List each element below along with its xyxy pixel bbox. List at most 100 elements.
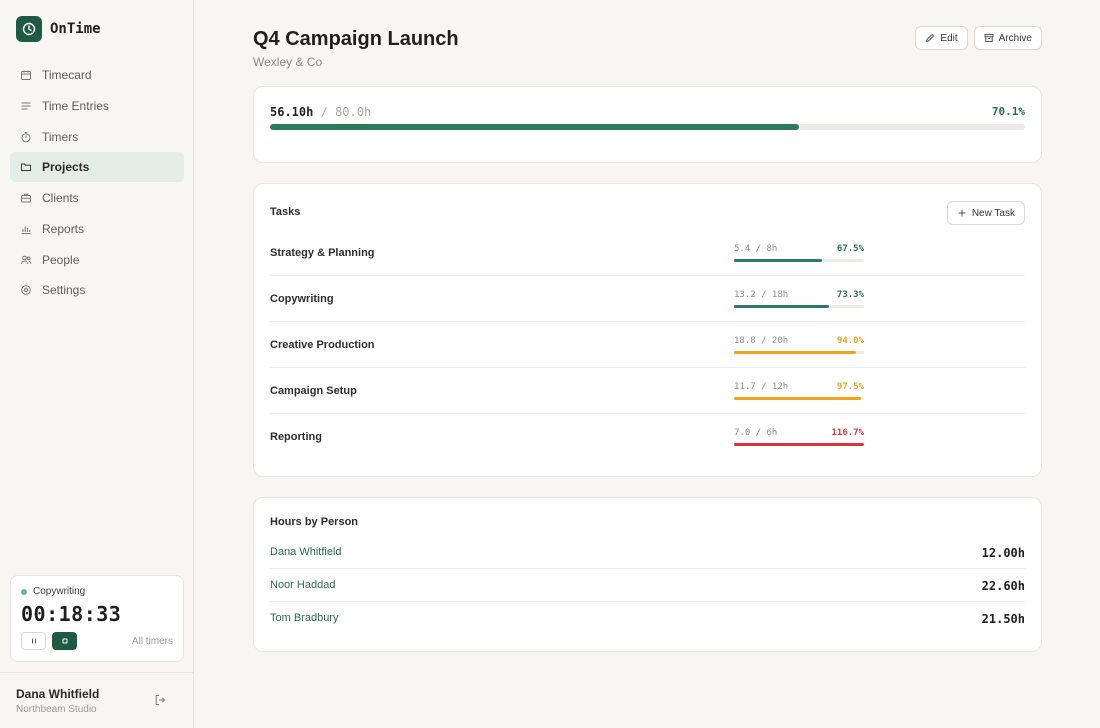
person-hours: 22.60h <box>981 579 1025 593</box>
task-progress-bar <box>734 305 864 308</box>
budget-progress-card: 56.10h / 80.0h 70.1% <box>253 86 1042 163</box>
sidebar-item-label: Reports <box>42 221 85 236</box>
budget-hours: 80.0h <box>335 105 372 119</box>
sidebar-nav: Timecard Time Entries Timers Projects Cl… <box>10 60 184 306</box>
person-row: Dana Whitfield 12.00h <box>270 536 1025 569</box>
all-timers-link[interactable]: All timers <box>131 635 173 647</box>
task-progress-fill <box>734 351 857 354</box>
task-hours: 7.0 / 6h <box>734 428 778 438</box>
budget-percent: 70.1% <box>991 105 1025 118</box>
task-hours: 18.8 / 20h <box>734 336 789 346</box>
person-hours: 21.50h <box>981 612 1025 626</box>
sidebar-item-timers[interactable]: Timers <box>10 122 184 152</box>
folder-icon <box>21 163 31 172</box>
budget-values: 56.10h / 80.0h <box>270 105 371 119</box>
task-hours: 11.7 / 12h <box>734 382 789 392</box>
person-hours: 12.00h <box>981 546 1025 560</box>
sidebar-item-settings[interactable]: Settings <box>10 275 184 305</box>
archive-icon <box>984 34 994 42</box>
task-progress-bar <box>734 443 864 446</box>
timer-controls: All timers <box>21 632 173 650</box>
brand[interactable]: OnTime <box>16 16 101 42</box>
sidebar-item-projects[interactable]: Projects <box>10 152 184 183</box>
task-percent: 116.7% <box>831 428 864 438</box>
sidebar-item-label: People <box>42 252 80 267</box>
archive-label: Archive <box>998 32 1032 44</box>
edit-label: Edit <box>940 32 958 44</box>
task-name: Campaign Setup <box>270 385 357 397</box>
sidebar-item-label: Timecard <box>42 68 92 82</box>
pause-button[interactable] <box>21 632 46 650</box>
running-indicator <box>21 588 27 595</box>
sidebar-item-people[interactable]: People <box>10 245 184 275</box>
page-title: Q4 Campaign Launch <box>253 28 459 50</box>
sidebar-item-label: Timers <box>42 129 79 144</box>
task-row[interactable]: Campaign Setup 11.7 / 12h 97.5% <box>270 368 1025 414</box>
timer-task: Copywriting <box>21 586 173 597</box>
page-actions: Edit Archive <box>915 26 1042 50</box>
timer-task-label: Copywriting <box>33 586 86 597</box>
task-percent: 94.0% <box>836 336 864 346</box>
task-name: Creative Production <box>270 339 375 351</box>
gear-icon <box>21 285 31 296</box>
task-name: Reporting <box>270 431 322 443</box>
task-progress-fill <box>734 259 822 262</box>
user-profile: Dana Whitfield Northbeam Studio <box>0 672 194 728</box>
separator: / <box>320 105 328 119</box>
task-progress-fill <box>734 305 830 308</box>
calendar-icon <box>21 70 31 80</box>
budget-progress-bar <box>270 124 1025 130</box>
new-task-label: New Task <box>971 207 1015 219</box>
logout-button[interactable] <box>154 693 166 711</box>
task-percent: 67.5% <box>836 244 864 254</box>
logout-icon <box>155 695 166 705</box>
person-name-link[interactable]: Noor Haddad <box>270 579 336 591</box>
clock-icon <box>16 16 42 42</box>
task-hours: 5.4 / 8h <box>734 244 778 254</box>
task-percent: 97.5% <box>836 382 864 392</box>
task-name: Strategy & Planning <box>270 247 375 259</box>
stop-icon <box>62 638 67 644</box>
edit-button[interactable]: Edit <box>915 26 968 50</box>
sidebar-item-time-entries[interactable]: Time Entries <box>10 91 184 121</box>
user-org: Northbeam Studio <box>16 704 97 715</box>
tasks-title: Tasks <box>270 206 301 218</box>
briefcase-icon <box>21 193 31 203</box>
sidebar-item-label: Time Entries <box>42 98 109 113</box>
task-progress-fill <box>734 443 864 446</box>
new-task-button[interactable]: New Task <box>946 201 1025 225</box>
task-progress-fill <box>734 397 861 400</box>
person-name-link[interactable]: Tom Bradbury <box>270 612 339 624</box>
task-progress-bar <box>734 259 864 262</box>
stop-button[interactable] <box>52 632 77 650</box>
pause-icon <box>31 638 36 644</box>
sidebar-item-label: Projects <box>42 160 90 175</box>
task-percent: 73.3% <box>836 290 864 300</box>
task-row[interactable]: Creative Production 18.8 / 20h 94.0% <box>270 322 1025 368</box>
archive-button[interactable]: Archive <box>973 26 1042 50</box>
task-row[interactable]: Copywriting 13.2 / 18h 73.3% <box>270 276 1025 322</box>
main-content: Q4 Campaign Launch Wexley & Co Edit Arch… <box>195 0 1100 728</box>
logged-hours: 56.10h <box>270 105 314 119</box>
sidebar-item-reports[interactable]: Reports <box>10 214 184 244</box>
people-list: Dana Whitfield 12.00h Noor Haddad 22.60h… <box>270 536 1025 635</box>
users-icon <box>21 255 32 264</box>
task-row[interactable]: Reporting 7.0 / 6h 116.7% <box>270 414 1025 460</box>
sidebar-item-timecard[interactable]: Timecard <box>10 60 184 90</box>
task-progress-bar <box>734 351 864 354</box>
people-title: Hours by Person <box>270 516 359 528</box>
list-icon <box>21 102 31 110</box>
client-name: Wexley & Co <box>253 55 323 69</box>
sidebar: OnTime Timecard Time Entries Timers Proj… <box>0 0 194 728</box>
person-name-link[interactable]: Dana Whitfield <box>270 546 342 558</box>
sidebar-item-label: Settings <box>42 283 86 298</box>
sidebar-item-clients[interactable]: Clients <box>10 183 184 213</box>
user-name: Dana Whitfield <box>16 687 100 701</box>
person-row: Noor Haddad 22.60h <box>270 569 1025 602</box>
timer-clock: 00:18:33 <box>21 602 122 626</box>
app-name: OnTime <box>50 21 101 37</box>
task-hours: 13.2 / 18h <box>734 290 789 300</box>
task-row[interactable]: Strategy & Planning 5.4 / 8h 67.5% <box>270 230 1025 276</box>
task-progress-bar <box>734 397 864 400</box>
bar-chart-icon <box>21 226 31 234</box>
